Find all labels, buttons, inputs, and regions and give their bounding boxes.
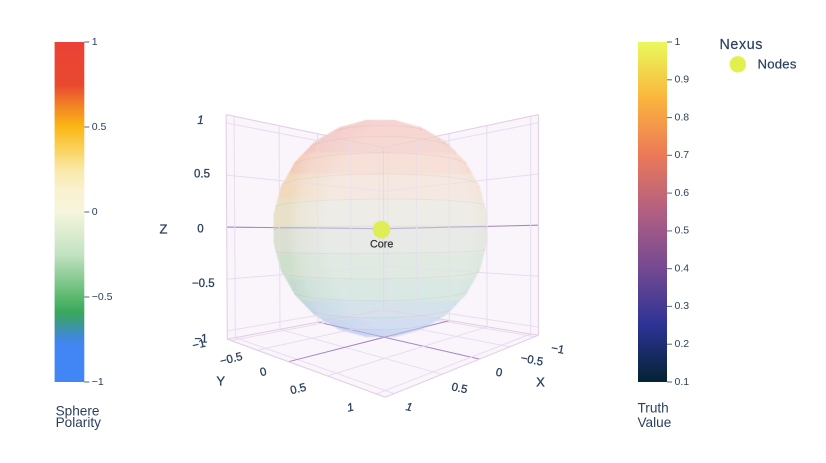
svg-text:Value: Value (638, 415, 672, 430)
svg-text:0: 0 (197, 224, 203, 236)
svg-text:−0.5: −0.5 (92, 291, 113, 303)
svg-text:Truth: Truth (638, 401, 669, 416)
svg-text:1: 1 (675, 36, 681, 48)
svg-text:0.5: 0.5 (194, 169, 210, 181)
svg-text:0.8: 0.8 (675, 111, 690, 123)
svg-text:−0.5: −0.5 (520, 353, 545, 369)
svg-text:0: 0 (259, 366, 268, 379)
svg-text:0.4: 0.4 (675, 262, 690, 274)
svg-text:−1: −1 (92, 376, 104, 388)
svg-text:0: 0 (92, 206, 98, 218)
svg-text:0.6: 0.6 (675, 187, 690, 199)
svg-text:0.2: 0.2 (675, 338, 690, 350)
svg-text:0.1: 0.1 (675, 376, 690, 388)
svg-text:Nodes: Nodes (758, 57, 797, 72)
svg-text:0.5: 0.5 (450, 381, 468, 396)
svg-text:Z: Z (160, 222, 168, 237)
svg-text:0.7: 0.7 (675, 149, 690, 161)
svg-text:Sphere: Sphere (56, 403, 100, 418)
svg-text:−0.5: −0.5 (192, 278, 215, 290)
svg-text:−1: −1 (194, 334, 207, 346)
svg-text:0.5: 0.5 (289, 382, 307, 398)
svg-text:1: 1 (92, 36, 98, 48)
svg-text:Nexus: Nexus (720, 37, 764, 53)
svg-text:0.5: 0.5 (92, 121, 107, 133)
svg-text:0.3: 0.3 (675, 300, 690, 312)
svg-text:0.9: 0.9 (675, 74, 690, 86)
svg-text:X: X (536, 374, 545, 389)
svg-text:1: 1 (197, 115, 203, 127)
svg-text:0: 0 (495, 367, 504, 380)
svg-text:0.5: 0.5 (675, 225, 690, 237)
svg-text:Y: Y (216, 374, 225, 389)
svg-text:−1: −1 (191, 338, 207, 353)
svg-text:−0.5: −0.5 (219, 351, 244, 368)
svg-text:Polarity: Polarity (56, 415, 102, 430)
svg-text:1: 1 (405, 401, 414, 414)
svg-text:−1: −1 (550, 342, 565, 356)
svg-text:1: 1 (346, 401, 355, 414)
svg-text:Core: Core (370, 238, 393, 250)
